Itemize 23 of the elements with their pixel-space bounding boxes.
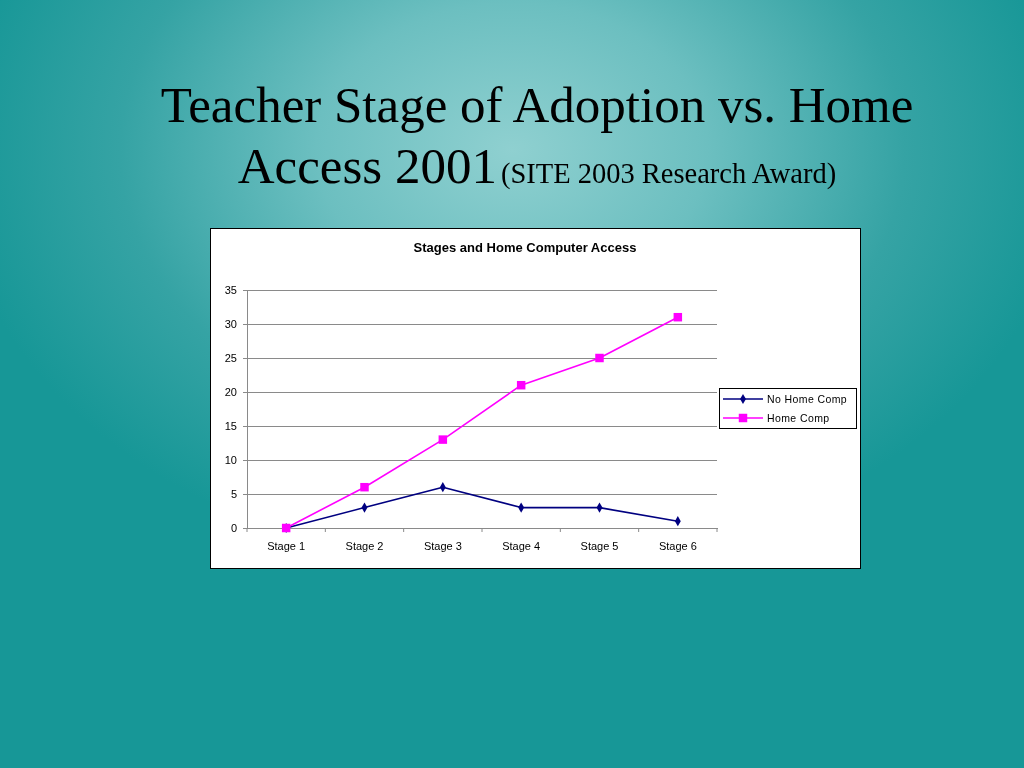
y-tick-label: 15 [224, 420, 237, 433]
text: Teacher Stage of Adoption vs. Home [160, 77, 914, 133]
x-tick-label: Stage 2 [345, 539, 384, 552]
x-tick-label: Stage 5 [580, 539, 619, 552]
y-tick-label: 0 [230, 522, 237, 535]
x-tick-label: Stage 6 [658, 539, 697, 552]
legend-label: Home Comp [767, 412, 830, 424]
y-tick-label: 35 [224, 284, 237, 297]
chart-title: Stages and Home Computer Access [413, 240, 637, 255]
y-tick-label: 20 [224, 386, 237, 399]
x-tick-label: Stage 4 [502, 539, 541, 552]
x-tick-label: Stage 1 [267, 539, 306, 552]
text: Access 2001 [237, 138, 497, 194]
point [438, 435, 448, 444]
legend-label: No Home Comp [767, 393, 848, 405]
point [595, 353, 604, 363]
y-tick-label: 25 [224, 352, 237, 365]
y-tick-label: 10 [224, 454, 237, 467]
y-tick-label: 5 [230, 488, 237, 501]
text: (SITE 2003 Research Award) [500, 158, 837, 190]
point [360, 482, 369, 492]
x-tick-label: Stage 3 [423, 539, 462, 552]
y-tick-label: 30 [224, 318, 237, 331]
